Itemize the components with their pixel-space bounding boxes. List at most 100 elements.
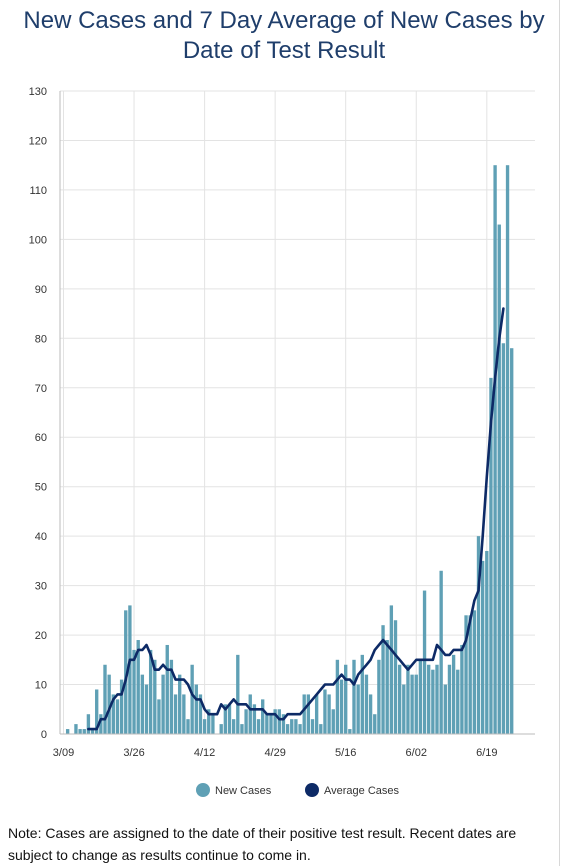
new-cases-bar[interactable] — [443, 684, 447, 734]
new-cases-bar[interactable] — [144, 684, 149, 734]
new-cases-bar[interactable] — [244, 709, 248, 734]
new-cases-bar[interactable] — [435, 664, 439, 734]
new-cases-bar[interactable] — [410, 674, 414, 734]
new-cases-bar[interactable] — [65, 729, 70, 734]
new-cases-bar[interactable] — [128, 605, 132, 734]
new-cases-bar[interactable] — [323, 689, 327, 734]
new-cases-bar[interactable] — [124, 610, 128, 734]
new-cases-bar[interactable] — [194, 684, 198, 734]
new-cases-bar[interactable] — [414, 674, 418, 734]
legend-average-cases-label[interactable]: Average Cases — [324, 785, 400, 797]
new-cases-bar[interactable] — [460, 644, 464, 734]
new-cases-bar[interactable] — [161, 674, 165, 734]
new-cases-bar[interactable] — [451, 654, 456, 734]
new-cases-bar[interactable] — [119, 679, 124, 734]
average-cases-line[interactable] — [87, 307, 505, 731]
new-cases-bar[interactable] — [489, 377, 493, 734]
new-cases-bar[interactable] — [74, 724, 78, 734]
new-cases-bar[interactable] — [277, 709, 281, 734]
new-cases-bar[interactable] — [368, 694, 373, 734]
new-cases-bar[interactable] — [140, 674, 145, 734]
new-cases-bar[interactable] — [281, 714, 286, 734]
new-cases-bar[interactable] — [314, 694, 319, 734]
new-cases-bar[interactable] — [485, 550, 489, 734]
new-cases-bar[interactable] — [223, 704, 228, 734]
new-cases-bar[interactable] — [273, 709, 277, 734]
new-cases-bar[interactable] — [190, 664, 194, 734]
new-cases-bar[interactable] — [265, 714, 269, 734]
new-cases-bar[interactable] — [148, 649, 153, 734]
new-cases-bar[interactable] — [360, 654, 364, 734]
new-cases-bar[interactable] — [406, 664, 410, 734]
new-cases-bar[interactable] — [364, 674, 369, 734]
new-cases-bar[interactable] — [310, 719, 315, 734]
new-cases-bar[interactable] — [82, 729, 86, 734]
new-cases-bar[interactable] — [393, 620, 398, 734]
new-cases-bar[interactable] — [331, 709, 335, 734]
new-cases-bar[interactable] — [510, 348, 514, 734]
new-cases-bar[interactable] — [182, 694, 186, 734]
new-cases-bar[interactable] — [165, 644, 169, 734]
new-cases-bar[interactable] — [294, 719, 298, 734]
new-cases-bar[interactable] — [348, 729, 352, 734]
new-cases-bar[interactable] — [439, 570, 443, 734]
new-cases-bar[interactable] — [373, 714, 377, 734]
new-cases-bar[interactable] — [169, 659, 174, 734]
new-cases-bar[interactable] — [298, 724, 302, 734]
new-cases-bar[interactable] — [422, 590, 427, 734]
new-cases-bar[interactable] — [207, 709, 211, 734]
new-cases-bar[interactable] — [157, 699, 161, 734]
new-cases-bar[interactable] — [153, 659, 157, 734]
new-cases-bar[interactable] — [385, 640, 389, 734]
new-cases-bar[interactable] — [252, 704, 257, 734]
new-cases-bar[interactable] — [95, 689, 99, 734]
new-cases-bar[interactable] — [339, 679, 344, 734]
new-cases-bar[interactable] — [90, 729, 95, 734]
new-cases-bar[interactable] — [493, 165, 497, 734]
legend-new-cases-marker[interactable] — [196, 783, 210, 797]
new-cases-bar[interactable] — [476, 536, 481, 734]
new-cases-bar[interactable] — [344, 664, 348, 734]
new-cases-bar[interactable] — [464, 615, 468, 734]
new-cases-bar[interactable] — [456, 669, 460, 734]
new-cases-bar[interactable] — [290, 719, 294, 734]
new-cases-bar[interactable] — [335, 659, 340, 734]
new-cases-bar[interactable] — [427, 664, 431, 734]
new-cases-bar[interactable] — [78, 729, 82, 734]
new-cases-bar[interactable] — [389, 605, 394, 734]
new-cases-bar[interactable] — [111, 694, 115, 734]
new-cases-bar[interactable] — [198, 694, 203, 734]
new-cases-bar[interactable] — [227, 704, 232, 734]
new-cases-bar[interactable] — [107, 674, 111, 734]
new-cases-bar[interactable] — [285, 724, 290, 734]
new-cases-bar[interactable] — [468, 615, 472, 734]
new-cases-bar[interactable] — [381, 625, 385, 734]
new-cases-bar[interactable] — [240, 724, 244, 734]
new-cases-bar[interactable] — [501, 343, 506, 734]
new-cases-bar[interactable] — [173, 694, 178, 734]
new-cases-bar[interactable] — [302, 694, 306, 734]
new-cases-bar[interactable] — [178, 674, 182, 734]
new-cases-bar[interactable] — [319, 724, 323, 734]
new-cases-bar[interactable] — [402, 684, 406, 734]
new-cases-bar[interactable] — [327, 694, 331, 734]
new-cases-bar[interactable] — [231, 719, 236, 734]
legend-new-cases-label[interactable]: New Cases — [215, 785, 272, 797]
new-cases-bar[interactable] — [219, 724, 223, 734]
new-cases-bar[interactable] — [352, 659, 356, 734]
new-cases-bar[interactable] — [397, 664, 402, 734]
new-cases-bar[interactable] — [115, 699, 120, 734]
new-cases-bar[interactable] — [480, 560, 485, 734]
new-cases-bar[interactable] — [505, 165, 510, 734]
new-cases-bar[interactable] — [269, 714, 273, 734]
new-cases-bar[interactable] — [202, 719, 207, 734]
new-cases-bar[interactable] — [418, 659, 423, 734]
new-cases-bar[interactable] — [248, 694, 252, 734]
new-cases-bar[interactable] — [136, 640, 140, 734]
new-cases-bar[interactable] — [356, 684, 360, 734]
new-cases-bar[interactable] — [86, 714, 91, 734]
new-cases-bar[interactable] — [99, 714, 103, 734]
legend-average-cases-marker[interactable] — [305, 783, 319, 797]
new-cases-bar[interactable] — [261, 699, 265, 734]
new-cases-bar[interactable] — [472, 610, 477, 734]
